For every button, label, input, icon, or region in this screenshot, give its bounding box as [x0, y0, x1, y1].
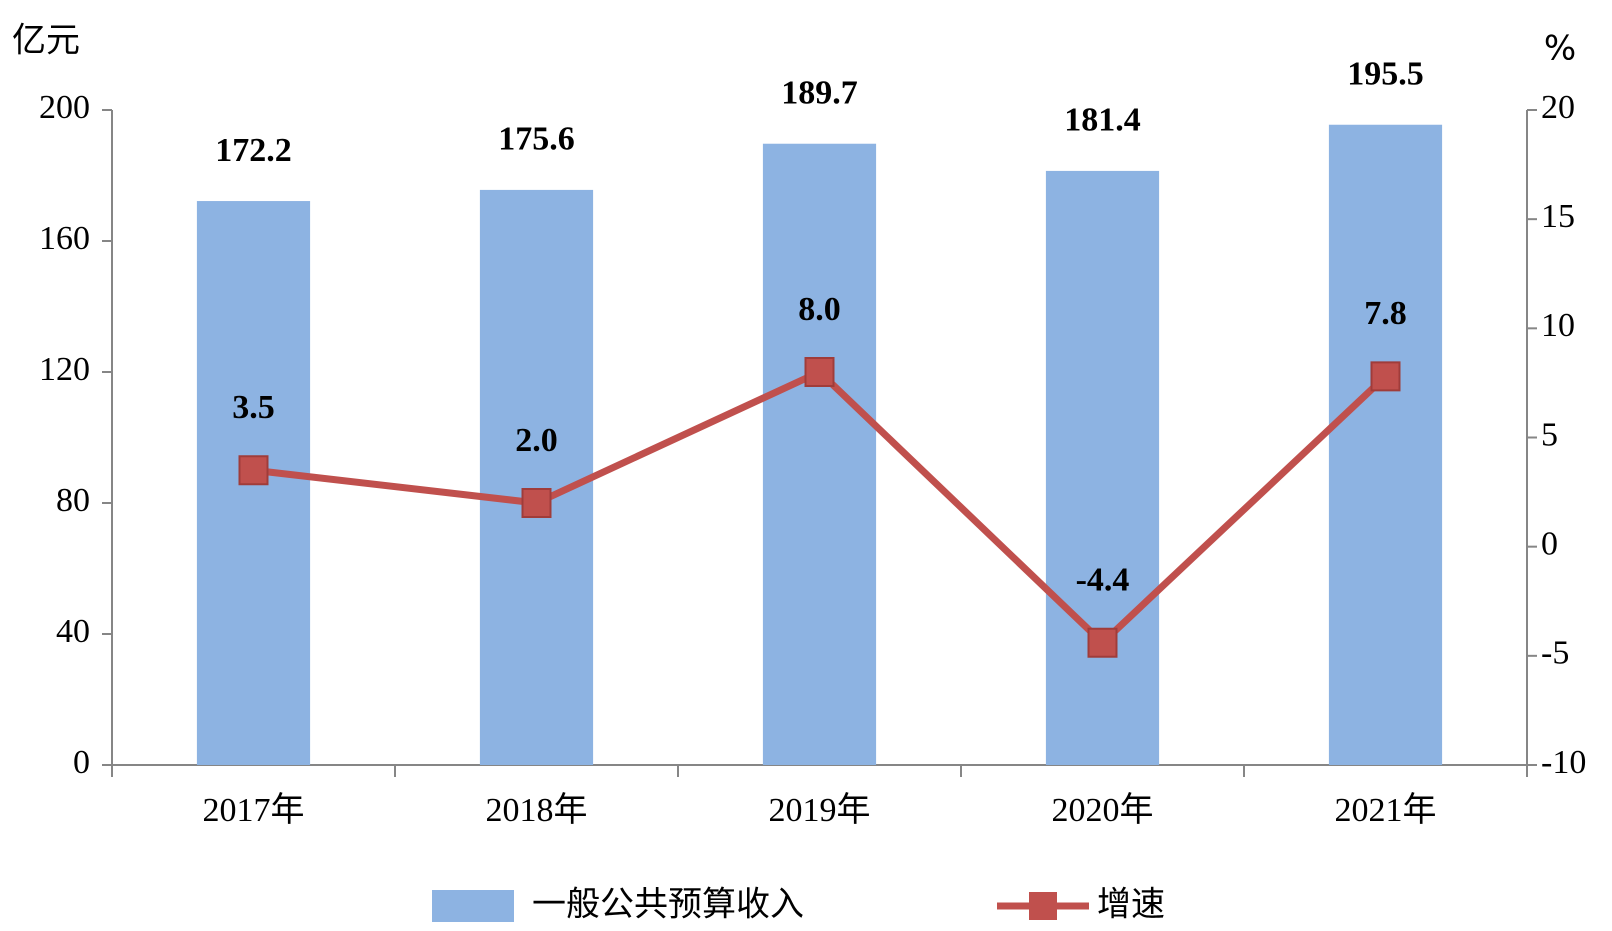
- y-tick-label: 160: [39, 220, 90, 257]
- line-marker: [1370, 361, 1401, 392]
- line-marker: [521, 488, 552, 518]
- y2-tick-label: 15: [1541, 198, 1575, 235]
- y2-tick-label: 5: [1541, 416, 1558, 453]
- line-marker: [238, 455, 269, 486]
- y2-tick-label: -10: [1541, 744, 1586, 781]
- line-value-label: -4.4: [1076, 562, 1130, 599]
- x-tick-label: 2021年: [1335, 791, 1437, 829]
- y2-tick-label: 10: [1541, 307, 1575, 344]
- y2-tick-label: 0: [1541, 525, 1558, 562]
- bar-value-label: 189.7: [781, 75, 858, 112]
- bar: [1045, 170, 1160, 766]
- line-marker: [1087, 627, 1118, 658]
- y-axis-label: 亿元: [12, 21, 80, 61]
- line-value-label: 2.0: [515, 422, 558, 459]
- x-tick-label: 2019年: [769, 791, 871, 829]
- legend-swatch: [432, 890, 514, 922]
- y2-axis-label: %: [1544, 29, 1576, 69]
- x-tick-label: 2020年: [1052, 791, 1154, 829]
- line-value-label: 8.0: [798, 291, 841, 328]
- legend-label: 增速: [1097, 885, 1165, 925]
- line-value-label: 3.5: [232, 389, 275, 426]
- x-tick-label: 2018年: [486, 791, 588, 829]
- bar: [479, 189, 594, 765]
- y-tick-label: 80: [56, 482, 90, 519]
- bar-value-label: 172.2: [215, 132, 292, 169]
- y2-tick-label: -5: [1541, 635, 1569, 672]
- x-tick-label: 2017年: [203, 791, 305, 829]
- line-marker: [804, 357, 835, 387]
- bar: [1328, 124, 1443, 766]
- y2-tick-label: 20: [1541, 89, 1575, 126]
- y-tick-label: 120: [39, 351, 90, 388]
- y-tick-label: 40: [56, 613, 90, 650]
- line-value-label: 7.8: [1364, 295, 1407, 332]
- bar-value-label: 195.5: [1347, 56, 1424, 93]
- y-tick-label: 0: [73, 744, 90, 781]
- legend-label: 一般公共预算收入: [532, 885, 804, 925]
- bar-value-label: 181.4: [1064, 102, 1141, 139]
- bar-value-label: 175.6: [498, 121, 575, 158]
- bar: [762, 143, 877, 766]
- legend-swatch: [1029, 892, 1057, 920]
- y-tick-label: 200: [39, 89, 90, 126]
